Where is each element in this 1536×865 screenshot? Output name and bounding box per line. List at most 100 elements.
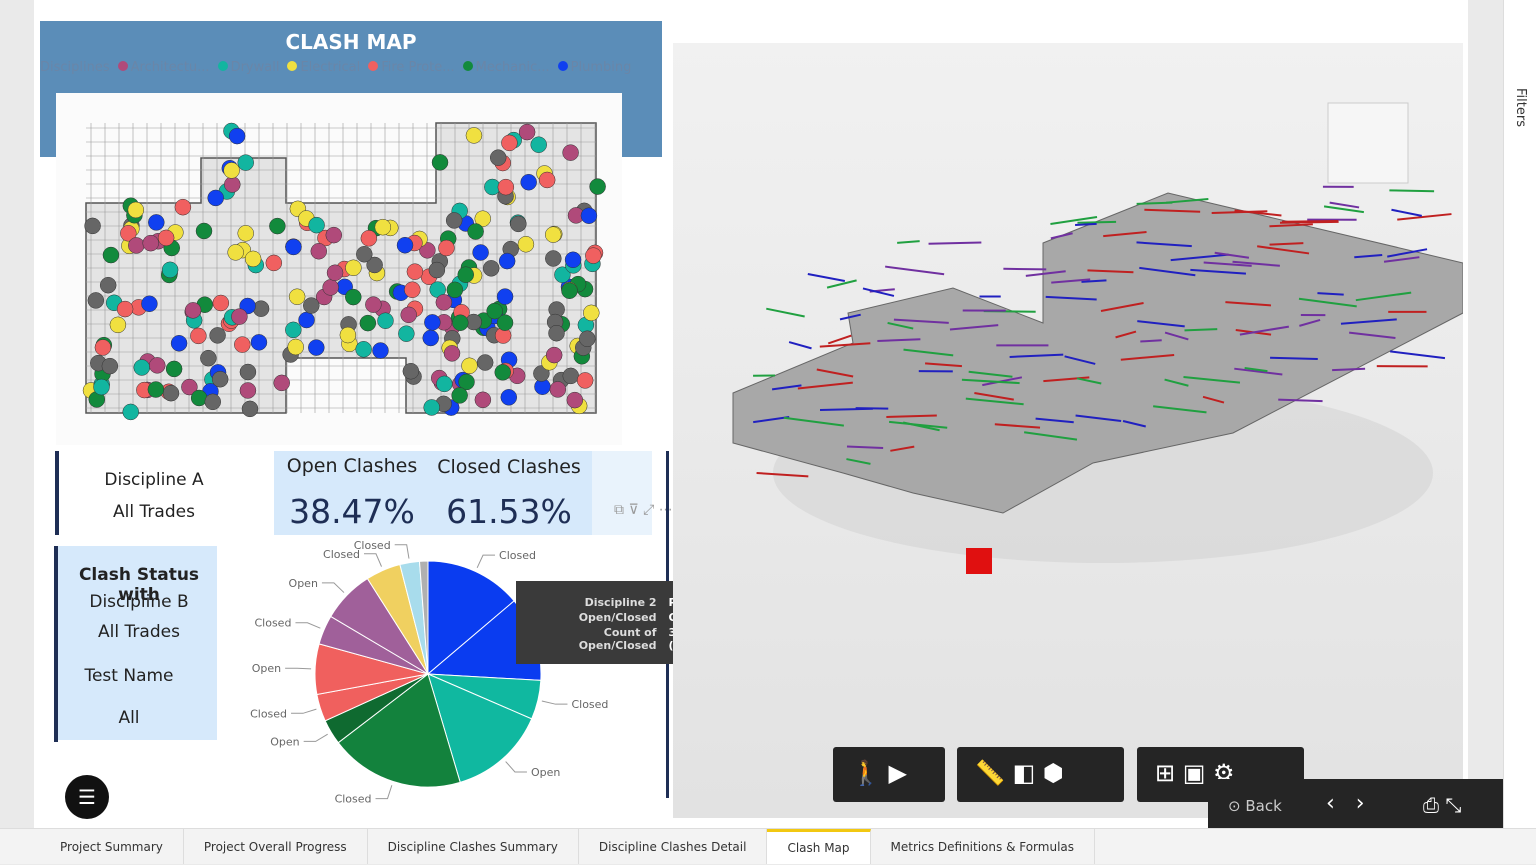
legend-label: Drywall (231, 60, 280, 75)
open-value: 38.47% (274, 492, 430, 531)
legend-swatch (558, 61, 568, 71)
legend-item[interactable]: Electrical (287, 60, 360, 75)
clash-dot (308, 340, 324, 356)
clash-dot (483, 260, 499, 276)
pipe (1137, 203, 1173, 204)
legend-item[interactable]: Drywall (218, 60, 280, 75)
print-fullscreen[interactable]: ⎙ ⤡ (1423, 793, 1461, 817)
clash-dot (95, 339, 111, 355)
clash-dot (501, 389, 517, 405)
clash-dot (323, 279, 339, 295)
legend-item[interactable]: Fire Prote... (368, 60, 454, 75)
legend-item[interactable]: Plumbing (558, 60, 632, 75)
clash-dot (424, 314, 440, 330)
legend-label: Fire Prote... (381, 60, 454, 75)
3d-viewer[interactable] (673, 43, 1463, 818)
legend-swatch (463, 61, 473, 71)
page-arrows[interactable]: ‹ › (1326, 791, 1365, 816)
clash-dot (238, 155, 254, 171)
back-button[interactable]: ⊙ Back (1228, 797, 1282, 815)
legend-label: Plumbing (571, 60, 632, 75)
slice-label: Closed (354, 540, 391, 552)
clash-dot (190, 328, 206, 344)
clash-dot (444, 345, 460, 361)
clash-dot (288, 339, 304, 355)
clash-dot (461, 358, 477, 374)
slicer-test-value[interactable]: All (58, 708, 200, 728)
tab[interactable]: Metrics Definitions & Formulas (871, 829, 1096, 864)
legend-swatch (118, 61, 128, 71)
clash-dot (498, 179, 514, 195)
legend-swatch (287, 61, 297, 71)
toolbar-icons[interactable]: 🚶 ▶ (833, 747, 945, 799)
legend-label: Mechanic... (476, 60, 550, 75)
clash-dot (432, 154, 448, 170)
pipe (820, 409, 873, 410)
slice-label: Closed (499, 549, 536, 562)
clash-dot (229, 128, 245, 144)
tab[interactable]: Project Overall Progress (184, 829, 368, 864)
pipe (1185, 329, 1218, 330)
clash-dot (545, 227, 561, 243)
clash-dot (563, 368, 579, 384)
kpi-trades: All Trades (59, 502, 249, 522)
leader-line (322, 583, 344, 593)
clash-dot (148, 382, 164, 398)
clash-dot (274, 375, 290, 391)
filters-label[interactable]: Filters (1513, 88, 1528, 127)
slice-label: Closed (335, 793, 372, 806)
clash-dot (563, 145, 579, 161)
clash-dot (477, 355, 493, 371)
settings-button[interactable]: ☰ (65, 775, 109, 819)
pipe (1077, 222, 1116, 223)
tab[interactable]: Discipline Clashes Detail (579, 829, 768, 864)
back-label[interactable]: Back (1245, 797, 1281, 815)
slice-label: Open (531, 766, 560, 779)
legend-label: Architectu... (131, 60, 210, 75)
clash-dot (242, 401, 258, 417)
clash-dot (200, 350, 216, 366)
clash-dot (231, 309, 247, 325)
clash-dot (372, 343, 388, 359)
clash-dot (93, 379, 109, 395)
legend-item[interactable]: Mechanic... (463, 60, 550, 75)
leader-line (477, 555, 495, 568)
clash-dot (309, 217, 325, 233)
visual-header-icons[interactable]: ⧉ ⊽ ⤢ ⋯ (614, 502, 673, 518)
tab[interactable]: Discipline Clashes Summary (368, 829, 579, 864)
clash-dot (210, 327, 226, 343)
clash-dot (234, 337, 250, 353)
clash-dot (404, 282, 420, 298)
slicer-trades: All Trades (58, 622, 220, 642)
slice-label: Open (252, 662, 281, 675)
clash-dot (531, 137, 547, 153)
view-cube[interactable] (1328, 103, 1408, 183)
legend-item[interactable]: Architectu... (118, 60, 210, 75)
leader-line (376, 785, 392, 798)
legend-swatch (368, 61, 378, 71)
clash-dot (360, 315, 376, 331)
tab[interactable]: Clash Map (767, 829, 870, 864)
pipe (1075, 224, 1097, 225)
toolbar-navigation[interactable]: 🚶 ▶ (833, 747, 945, 802)
toolbar-tools[interactable]: 📏 ◧ ⬢ (957, 747, 1124, 802)
clash-dot (269, 218, 285, 234)
clash-dot (345, 260, 361, 276)
clash-dot (251, 334, 267, 350)
pipe (886, 416, 936, 417)
clash-dot (499, 253, 515, 269)
leader-line (291, 709, 316, 713)
clash-dot (583, 305, 599, 321)
clash-dot (565, 252, 581, 268)
clash-dot (519, 124, 535, 140)
leader-line (364, 554, 382, 567)
tab[interactable]: Project Summary (40, 829, 184, 864)
clash-dot (166, 361, 182, 377)
title: CLASH MAP (40, 30, 662, 54)
clash-dot (468, 224, 484, 240)
toolbar-icons[interactable]: 📏 ◧ ⬢ (957, 747, 1124, 799)
pipe (1332, 369, 1365, 370)
legend-swatch (218, 61, 228, 71)
clash-dot (356, 341, 372, 357)
